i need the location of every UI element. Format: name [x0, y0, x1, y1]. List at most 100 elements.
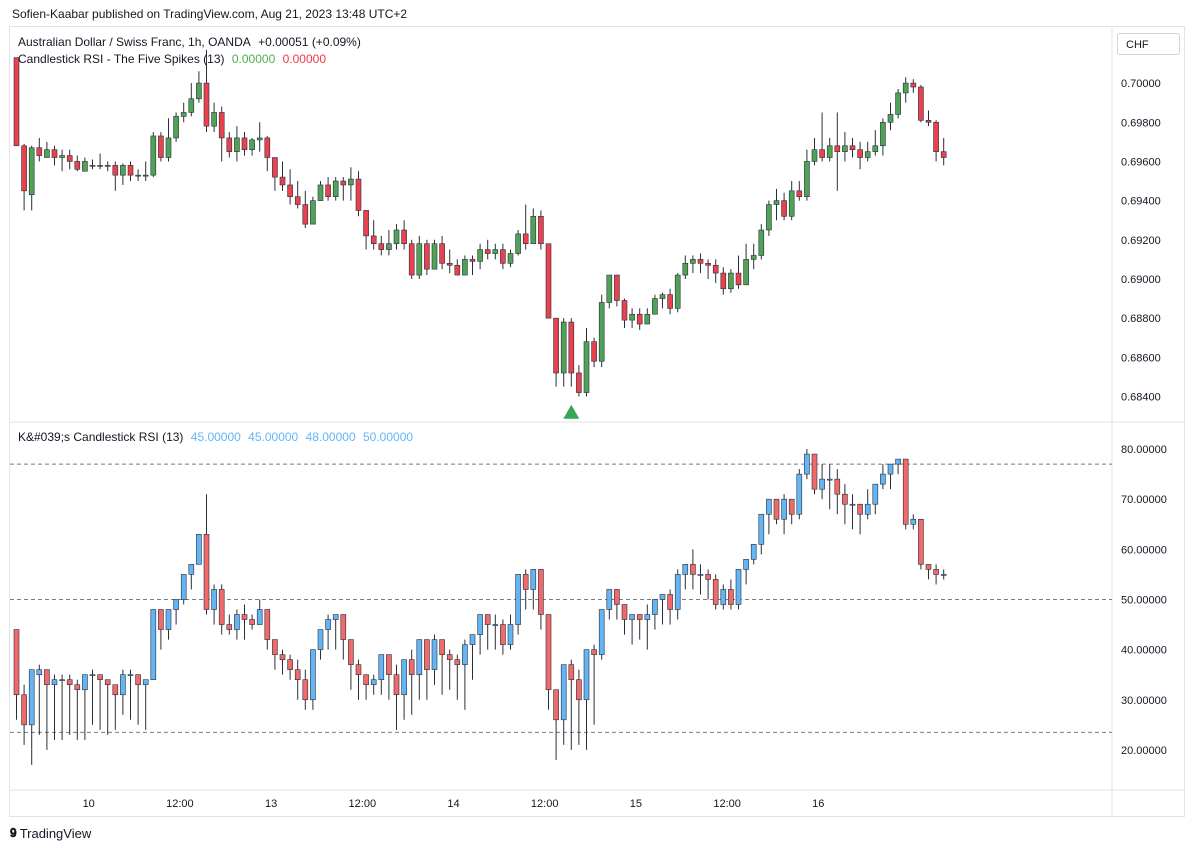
currency-button[interactable]: CHF: [1117, 33, 1180, 55]
rsi-candle-body: [51, 679, 58, 686]
rsi-legend[interactable]: K&#039;s Candlestick RSI (13) 45.00000 4…: [18, 430, 417, 444]
rsi-candle-body: [583, 649, 590, 701]
rsi-candle-body: [158, 609, 164, 630]
rsi-candle-body: [408, 659, 415, 675]
price-candle-body: [188, 98, 195, 113]
rsi-candle-body: [598, 609, 605, 655]
price-candle-body: [629, 313, 635, 321]
rsi-candle-body: [218, 589, 225, 625]
price-candle-body: [819, 149, 825, 158]
rsi-candle-body: [59, 679, 65, 681]
price-candle-body: [196, 82, 202, 100]
price-candle-body: [401, 229, 407, 245]
spikes-value-1: 0.00000: [231, 52, 276, 66]
rsi-candle-body: [477, 614, 483, 635]
spikes-indicator-name: Candlestick RSI - The Five Spikes (13): [18, 52, 225, 66]
rsi-candle-body: [249, 619, 255, 625]
price-candle-body: [218, 112, 225, 139]
price-candle-body: [834, 145, 841, 152]
rsi-candle-body: [568, 664, 575, 680]
rsi-candle-body: [454, 659, 461, 665]
rsi-candle-body: [834, 478, 841, 495]
price-candle-body: [310, 200, 316, 225]
rsi-candle-body: [348, 639, 354, 665]
time-tick-label: 12:00: [349, 798, 377, 810]
rsi-candle-body: [895, 458, 901, 465]
rsi-candle-body: [910, 518, 917, 525]
rsi-candle-body: [902, 458, 909, 525]
rsi-candle-body: [545, 614, 552, 691]
rsi-candle-body: [560, 664, 567, 721]
rsi-candle-body: [310, 649, 316, 701]
price-candle-body: [750, 255, 757, 260]
rsi-candle-body: [393, 674, 400, 696]
rsi-candle-body: [332, 614, 339, 620]
price-candle-body: [462, 259, 468, 276]
rsi-candle-body: [576, 679, 582, 701]
price-candle-body: [173, 116, 179, 139]
rsi-candle-body: [431, 639, 438, 670]
rsi-candle-body: [127, 674, 134, 676]
price-candle-body: [393, 229, 400, 245]
price-candle-body: [294, 196, 301, 205]
price-candle-body: [576, 372, 582, 393]
price-candle-body: [150, 135, 157, 176]
price-candle-body: [203, 82, 210, 127]
price-candle-body: [728, 272, 734, 290]
rsi-candle-body: [279, 654, 286, 660]
rsi-candle-body: [804, 453, 810, 475]
price-candle-body: [408, 243, 415, 276]
rsi-candle-body: [887, 463, 894, 475]
price-candle-body: [127, 165, 134, 176]
price-candle-body: [416, 243, 423, 276]
rsi-candle-body: [302, 679, 309, 701]
footer-brand[interactable]: 𝟗 TradingView: [10, 826, 91, 841]
rsi-candle-body: [925, 564, 932, 570]
price-candle-body: [674, 274, 681, 309]
rsi-candle-body: [644, 614, 651, 620]
spikes-value-2: 0.00000: [282, 52, 326, 66]
rsi-candle-body: [13, 629, 20, 696]
price-candle-body: [690, 259, 696, 264]
price-candle-body: [82, 161, 88, 172]
rsi-candle-body: [750, 544, 757, 560]
rsi-candle-body: [28, 669, 35, 726]
rsi-candle-body: [758, 513, 765, 545]
price-legend[interactable]: Australian Dollar / Swiss Franc, 1h, OAN…: [18, 35, 365, 49]
rsi-candle-body: [180, 574, 187, 600]
price-candle-body: [788, 190, 795, 217]
rsi-candle-body: [606, 589, 613, 610]
price-candle-body: [370, 235, 377, 245]
price-candle-body: [51, 149, 58, 158]
price-candle-body: [583, 341, 590, 393]
rsi-candle-body: [21, 694, 27, 726]
rsi-candle-body: [781, 498, 787, 520]
time-tick-label: 16: [812, 798, 824, 810]
price-candle-body: [735, 272, 742, 286]
rsi-candle-body: [82, 674, 88, 691]
rsi-candle-body: [416, 639, 423, 675]
price-candle-body: [332, 180, 339, 198]
price-candle-body: [553, 317, 559, 374]
rsi-candle-body: [530, 569, 537, 590]
rsi-candle-body: [728, 589, 734, 605]
rsi-tick-label: 20.00000: [1121, 745, 1167, 757]
price-tick-label: 0.68400: [1121, 391, 1161, 403]
rsi-candle-body: [849, 503, 856, 506]
price-candle-body: [895, 92, 901, 115]
rsi-candle-body: [614, 589, 620, 605]
price-candle-body: [636, 313, 643, 325]
rsi-candles: [13, 449, 947, 765]
grid-layer: [9, 27, 1185, 816]
time-tick-label: 12:00: [713, 798, 741, 810]
price-candle-body: [44, 149, 50, 158]
rsi-candle-body: [940, 574, 947, 576]
rsi-candle-body: [864, 503, 871, 515]
price-candle-body: [348, 178, 354, 186]
price-candle-body: [697, 259, 704, 264]
spikes-indicator-legend[interactable]: Candlestick RSI - The Five Spikes (13) 0…: [18, 52, 330, 66]
price-candle-body: [211, 112, 217, 127]
rsi-candle-body: [355, 664, 362, 675]
rsi-candle-body: [788, 498, 795, 515]
